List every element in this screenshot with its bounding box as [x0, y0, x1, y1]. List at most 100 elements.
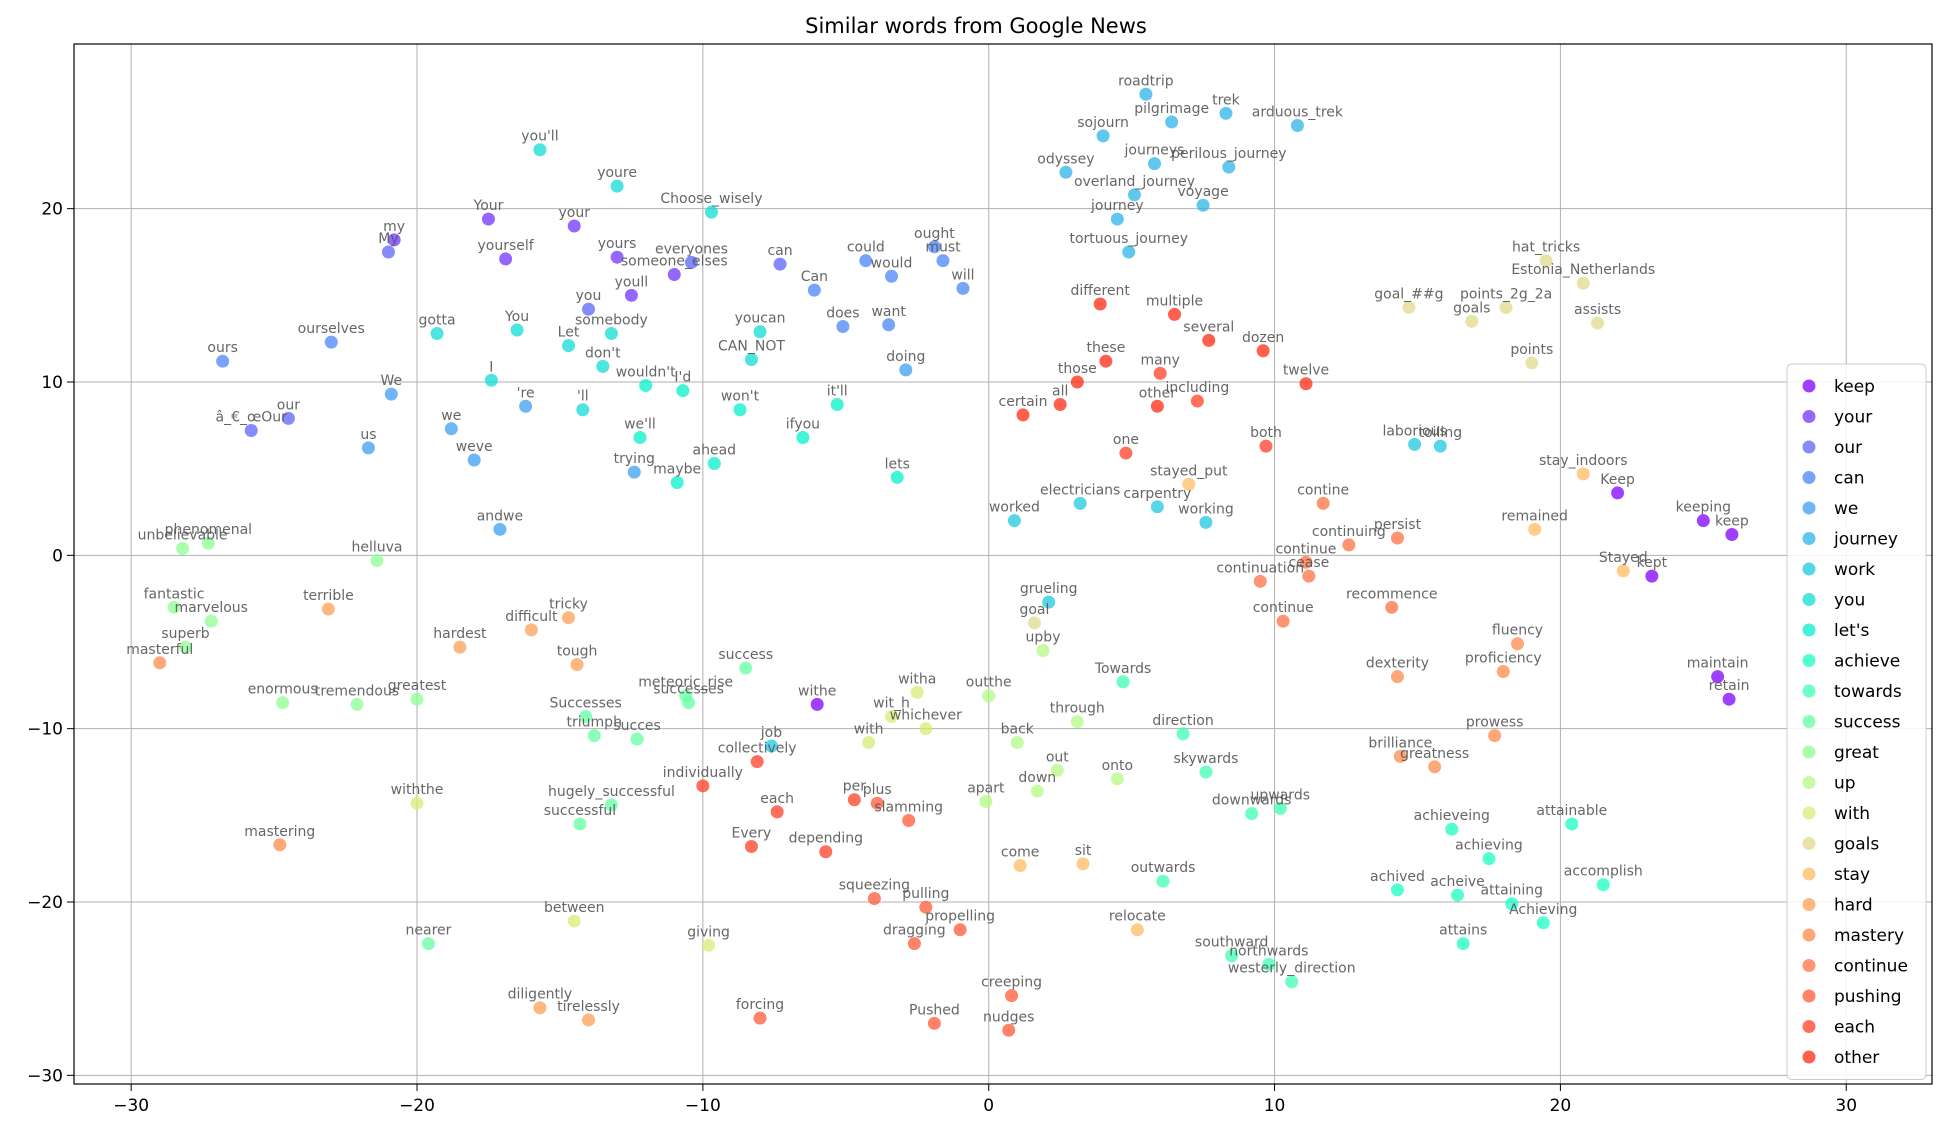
legend: keep your our can we journey work you let's achie… [1786, 363, 1927, 1080]
legend-marker [1802, 806, 1816, 820]
data-point [1199, 515, 1213, 529]
point-label: greatness [1400, 746, 1469, 762]
legend-marker [1802, 379, 1816, 393]
point-label: giving [687, 924, 730, 940]
data-point [596, 359, 610, 373]
point-label: points_2g_2a [1460, 286, 1552, 302]
point-label: voyage [1177, 184, 1228, 200]
point-label: depending [789, 831, 863, 847]
data-point [570, 658, 584, 672]
point-label: Pushed [909, 1002, 960, 1018]
data-point [1711, 670, 1725, 684]
data-point [1273, 801, 1287, 815]
point-label: meteoric_rise [638, 675, 733, 691]
data-point [1165, 115, 1179, 129]
legend-marker [1802, 471, 1816, 484]
data-point [1070, 375, 1084, 389]
point-label: continue [1253, 600, 1314, 616]
legend-entry: can [1834, 469, 1865, 489]
point-label: CAN_NOT [718, 338, 785, 354]
legend-marker [1802, 410, 1816, 423]
data-point [1505, 897, 1519, 911]
point-label: working [1178, 501, 1234, 517]
legend-marker [1802, 776, 1816, 789]
point-label: fluency [1492, 623, 1543, 639]
point-label: onto [1102, 758, 1134, 774]
data-point [807, 283, 821, 297]
data-point [524, 623, 538, 637]
point-label: success [718, 647, 773, 663]
data-point [836, 320, 850, 334]
data-point [604, 798, 618, 812]
legend-marker [1802, 867, 1816, 881]
point-label: kept [1637, 555, 1668, 571]
legend-marker [1802, 623, 1816, 637]
data-point [744, 352, 758, 366]
point-label: ought [914, 226, 955, 242]
data-point [867, 892, 881, 906]
point-label: youre [597, 165, 637, 181]
point-label: attaining [1481, 883, 1544, 899]
data-point [1190, 394, 1204, 408]
point-label: assists [1574, 302, 1621, 318]
data-point [899, 363, 913, 377]
data-point [1225, 949, 1239, 963]
point-label: dragging [883, 923, 946, 939]
data-point [1496, 664, 1510, 678]
data-point [676, 384, 690, 398]
data-point [1182, 477, 1196, 491]
data-point [1511, 637, 1525, 651]
point-label: wouldn't [616, 364, 676, 380]
point-label: ahead [693, 442, 737, 458]
point-label: with [854, 722, 884, 738]
point-label: won't [721, 389, 760, 405]
point-label: unbelievable [138, 527, 228, 543]
data-point [927, 240, 941, 254]
point-label: forcing [736, 997, 784, 1013]
y-tick-label: −30 [27, 1066, 63, 1086]
data-point [533, 1001, 547, 1015]
data-point [1156, 874, 1170, 888]
data-point [1488, 729, 1502, 743]
point-label: collectively [718, 741, 797, 757]
legend-entry: let's [1834, 621, 1870, 641]
legend-marker [1802, 898, 1816, 911]
point-label: We [380, 373, 402, 389]
point-label: fantastic [144, 586, 205, 602]
data-point [444, 422, 458, 436]
data-point [1276, 614, 1290, 628]
data-point [1256, 344, 1270, 358]
point-label: diligently [508, 987, 573, 1003]
data-point [882, 318, 896, 332]
point-label: tricky [549, 597, 588, 613]
point-label: tortuous_journey [1070, 231, 1189, 247]
data-point [350, 697, 364, 711]
point-label: continue [1276, 541, 1337, 557]
point-label: continuation [1216, 560, 1304, 576]
point-label: youcan [735, 311, 786, 327]
data-point [499, 252, 513, 266]
data-point [1119, 446, 1133, 460]
point-label: ours [207, 340, 238, 356]
data-point [956, 281, 970, 295]
axis-ticks: −30 −20 −10 0 10 20 30 −30 −20 −10 0 10 20 [27, 200, 1857, 1116]
data-point [1390, 670, 1404, 684]
point-label: one [1113, 432, 1139, 448]
point-label: witha [898, 671, 936, 687]
data-point [1402, 300, 1416, 314]
point-label: stay_indoors [1539, 453, 1627, 469]
point-label: 're [517, 385, 535, 401]
data-point [753, 325, 767, 339]
y-tick-label: 20 [41, 200, 63, 220]
data-point [1153, 366, 1167, 380]
point-label: our [277, 397, 300, 413]
data-point [421, 937, 435, 951]
data-point [1390, 531, 1404, 545]
data-point [1147, 157, 1161, 171]
point-label: I'd [674, 370, 691, 386]
legend-entry: up [1834, 774, 1856, 794]
data-point [1390, 883, 1404, 897]
data-point [1482, 852, 1496, 866]
point-label: want [871, 304, 906, 320]
